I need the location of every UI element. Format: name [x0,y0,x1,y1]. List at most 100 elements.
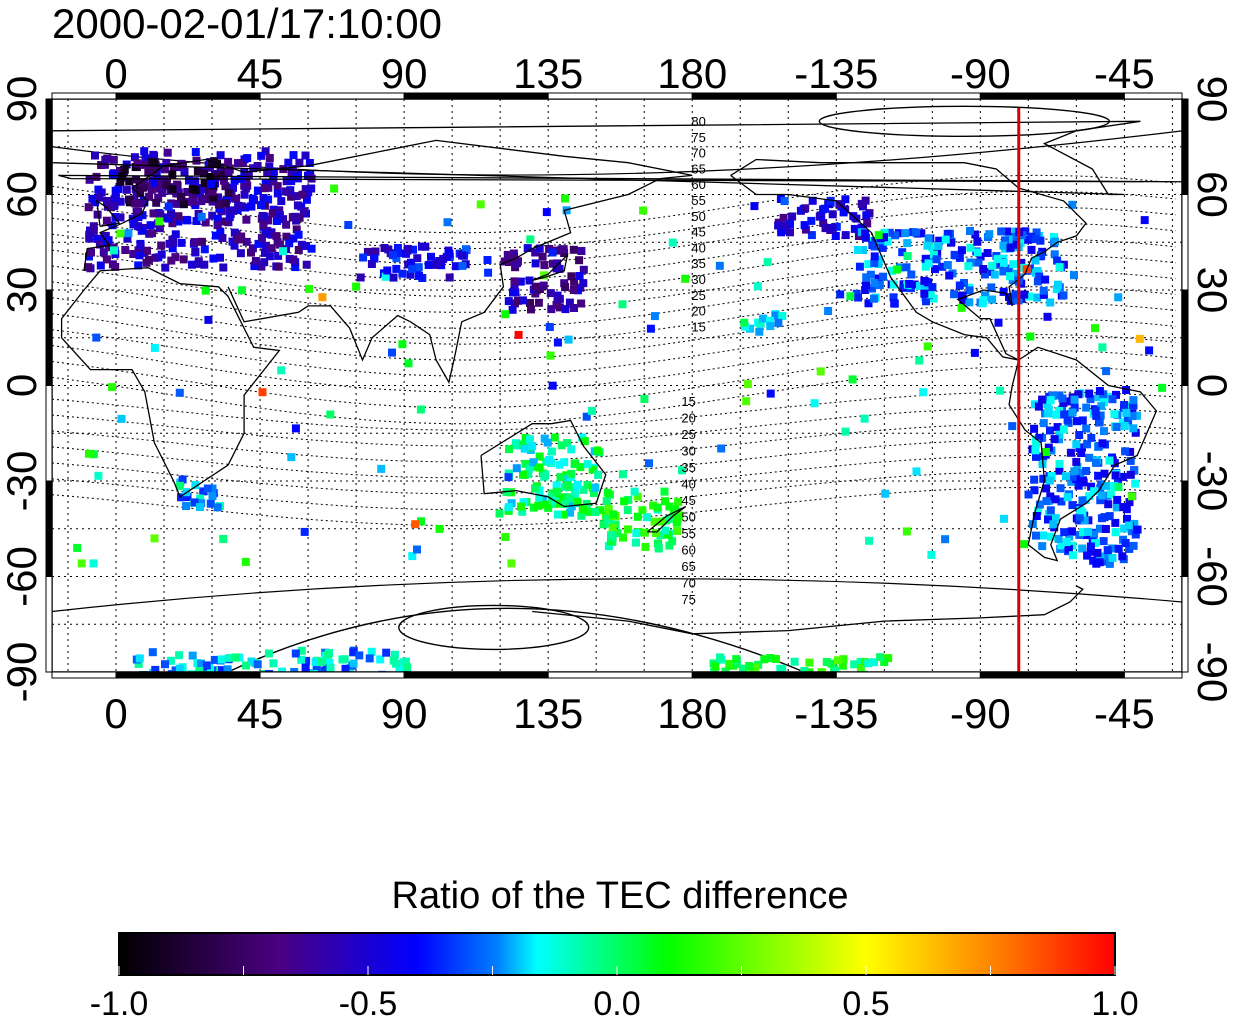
tec-cell [899,283,908,292]
tec-cell [86,228,95,237]
tec-cell [512,464,521,473]
tec-cell [411,520,420,529]
tec-cell [525,464,534,473]
tec-cell [77,559,86,568]
tec-cell [1064,397,1073,406]
axis-bar-top [1123,92,1183,100]
tec-cell [1016,238,1025,247]
tec-cell [284,158,293,167]
tec-cell [1006,272,1014,281]
tec-cell [214,200,223,209]
tec-cell [289,255,298,264]
tec-cell [84,263,93,272]
tec-cell [1035,272,1044,281]
contour-line [52,334,1176,393]
axis-bar-bottom [403,671,549,679]
tec-cell [194,259,203,268]
tec-cell [535,463,544,472]
tec-cell [1042,484,1051,493]
tec-cell [545,455,554,464]
tec-cell [1079,478,1088,487]
tec-cell [755,327,764,336]
tec-cell [244,170,253,179]
tec-cell [661,526,670,535]
tec-cell [640,395,649,403]
axis-bar-left [45,194,53,291]
tec-cell [805,658,814,667]
tec-cell [661,497,670,506]
tec-cell [1078,443,1086,452]
tec-cell [91,151,99,160]
tec-cell [1097,480,1106,489]
tec-cell [964,262,973,271]
tec-cell [184,197,193,206]
tec-cell [650,517,659,526]
tec-cell [1032,228,1041,237]
lat-label-left: 30 [0,267,45,314]
tec-cell [577,511,586,520]
coastline-segment [480,419,607,508]
colorbar-tick-marks [118,966,1116,975]
tec-cell [1122,408,1131,417]
axis-bar-bottom [835,671,981,679]
tec-cell [130,195,139,204]
tec-cell [1035,433,1044,442]
contour-line [52,238,1176,297]
tec-cell [881,489,890,498]
tec-cell [273,189,282,198]
tec-cell [223,665,232,672]
tec-cell [260,184,269,193]
tec-cell [880,658,889,666]
tec-cell [658,517,667,526]
tec-cell [395,664,404,672]
tec-cell [264,649,273,658]
tec-cell [570,304,578,312]
contour-ring [398,604,590,651]
tec-cell [191,481,200,489]
tec-cell [129,250,138,258]
tec-cell [878,243,887,252]
tec-cell [1090,487,1099,496]
tec-cell [135,251,144,260]
tec-cell [1052,410,1061,419]
tec-cell [780,197,789,206]
contour-line [52,206,1176,265]
tec-cell [613,529,622,537]
tec-cell [144,255,153,264]
tec-cell [888,266,897,275]
tec-cell [108,221,117,230]
tec-cell [1086,542,1095,551]
tec-cell [742,397,751,406]
tec-cell [277,197,286,206]
tec-cell [169,163,178,171]
tec-cell [204,315,213,324]
tec-cell [108,170,117,179]
tec-cell [1123,514,1131,523]
tec-cell [209,254,218,263]
tec-cell [121,246,130,254]
tec-cell [213,503,222,512]
tec-cell [208,211,217,220]
tec-cell [646,324,655,333]
tec-cell [161,660,169,669]
tec-cell [539,281,548,290]
tec-cell [104,236,113,245]
tec-cell [261,179,270,188]
tec-cell [874,274,883,283]
tec-cell [196,494,205,503]
tec-cell [1034,402,1043,411]
tec-cell [1047,472,1056,481]
tec-cell [1145,346,1154,355]
tec-cell [562,481,571,490]
tec-cell [1100,427,1108,436]
tec-cell [390,650,399,659]
tec-cell [817,668,826,672]
contour-label: 70 [681,576,695,591]
tec-cell [505,258,513,266]
tec-cell [168,219,177,228]
tec-cell [1064,544,1073,553]
tec-cell [264,195,273,204]
tec-cell [514,330,523,339]
tec-cell [591,508,600,516]
